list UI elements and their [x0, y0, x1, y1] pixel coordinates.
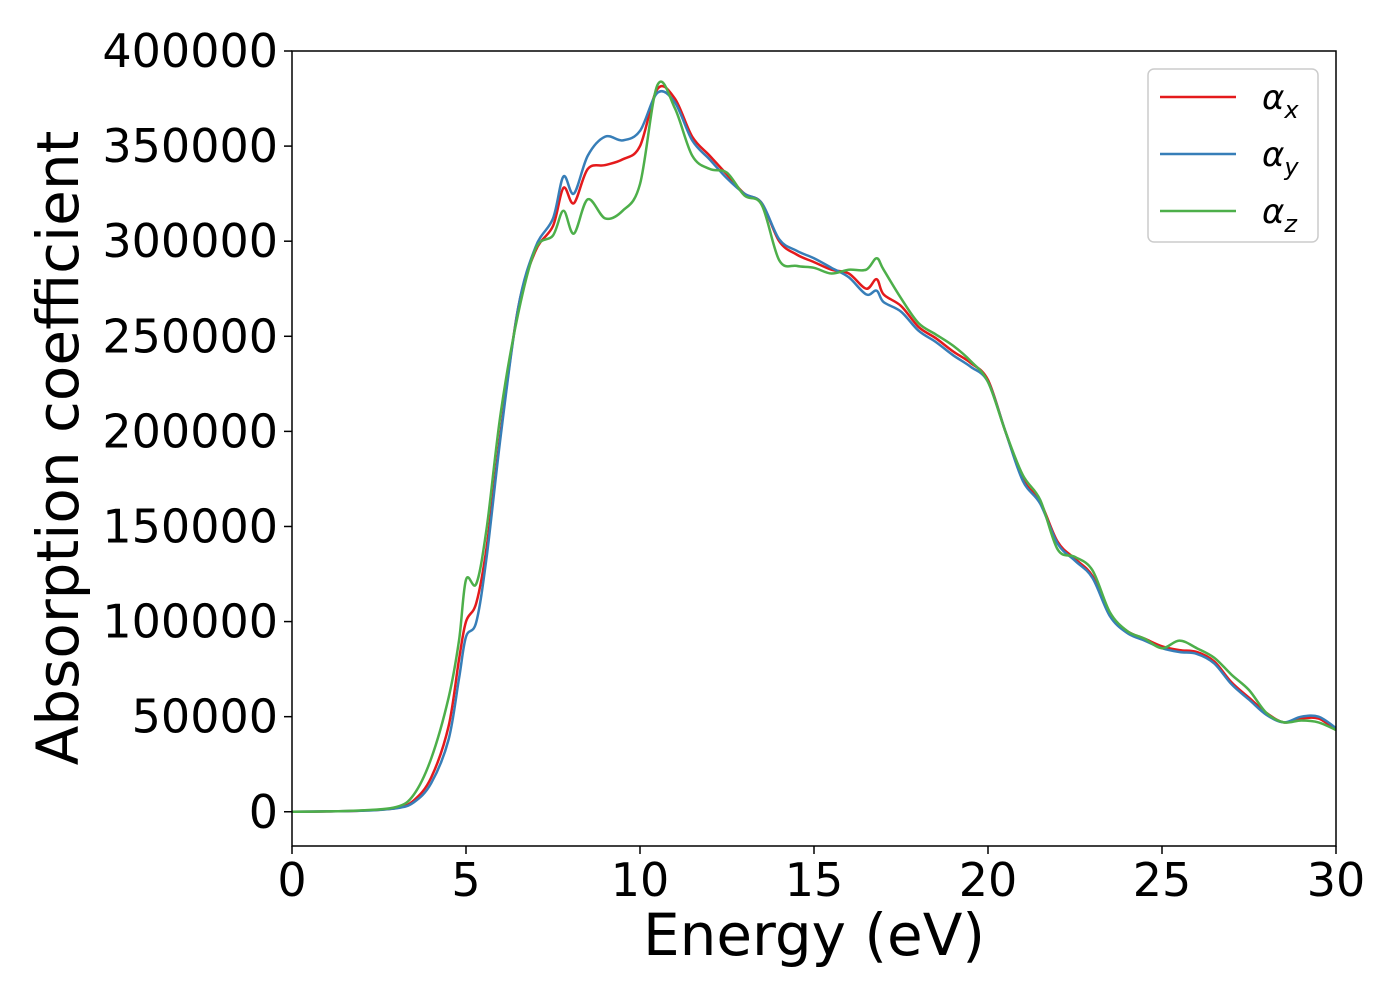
- y-tick-label: 250000: [102, 309, 278, 363]
- x-tick-label: 10: [611, 853, 670, 907]
- x-tick-label: 5: [451, 853, 480, 907]
- y-tick-label: 350000: [102, 119, 278, 173]
- legend-label-subscript: z: [1283, 210, 1298, 238]
- x-tick-label: 25: [1133, 853, 1192, 907]
- legend-label-base: α: [1262, 78, 1284, 118]
- x-axis-label: Energy (eV): [643, 901, 985, 969]
- y-tick-label: 300000: [102, 214, 278, 268]
- y-tick-label: 400000: [102, 24, 278, 78]
- y-tick-label: 200000: [102, 404, 278, 458]
- legend-label-base: α: [1262, 135, 1284, 175]
- y-tick-label: 0: [249, 785, 278, 839]
- legend-label-subscript: x: [1283, 96, 1299, 124]
- legend-label-x: αx: [1262, 78, 1299, 124]
- series-line-z: [292, 80, 1336, 814]
- legend-label-y: αy: [1262, 135, 1299, 181]
- x-axis: 0 5 10 15 20 25 30: [277, 846, 1365, 907]
- legend-label-subscript: y: [1283, 153, 1299, 181]
- legend-box: [1147, 68, 1319, 243]
- y-axis-label: Absorption coefficient: [24, 131, 92, 766]
- y-tick-label: 50000: [132, 690, 278, 744]
- x-tick-label: 15: [785, 853, 844, 907]
- x-tick-label: 20: [959, 853, 1018, 907]
- y-tick-label: 100000: [102, 595, 278, 649]
- y-tick-label: 150000: [102, 499, 278, 553]
- y-axis: 0 50000 100000 150000 200000 250000 300000 3500…: [102, 24, 292, 839]
- legend-label-base: α: [1262, 192, 1284, 232]
- x-tick-label: 30: [1307, 853, 1366, 907]
- series-layer: [292, 80, 1336, 814]
- x-tick-label: 0: [277, 853, 306, 907]
- legend-label-z: αz: [1262, 192, 1298, 238]
